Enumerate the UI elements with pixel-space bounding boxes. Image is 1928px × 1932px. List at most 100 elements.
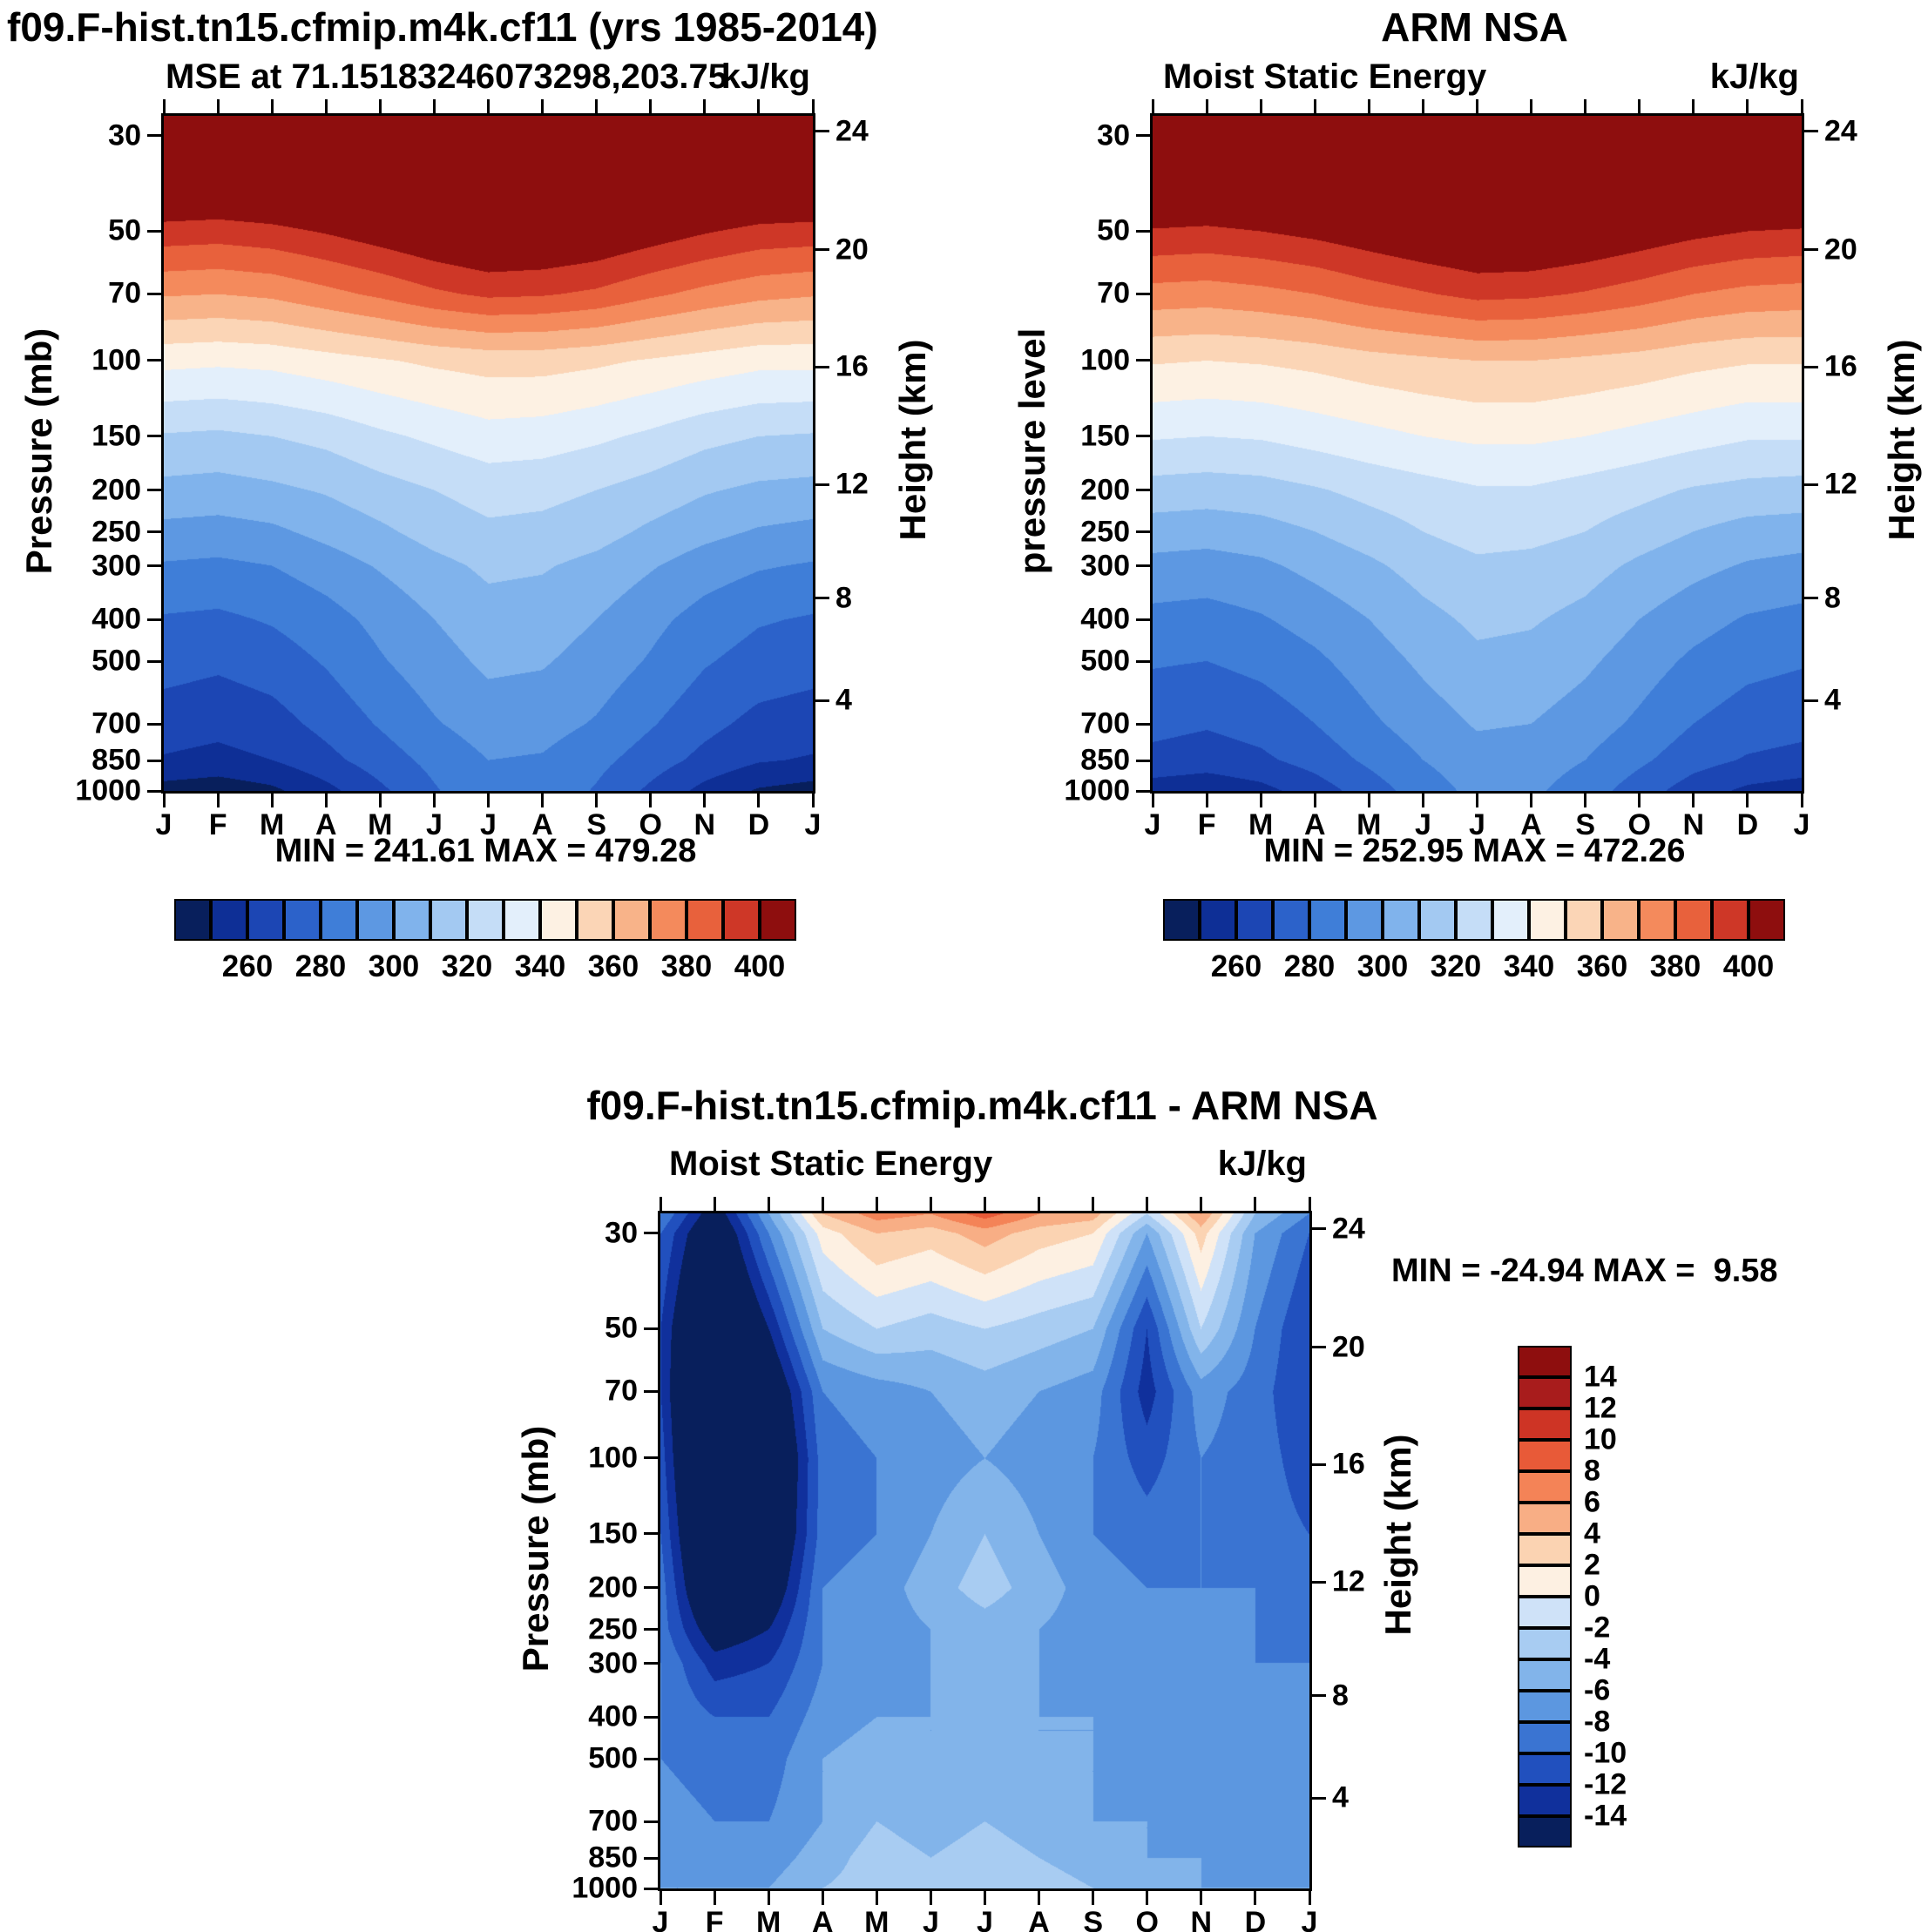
colorbar-box (1518, 1503, 1572, 1534)
colorbar-box (1518, 1471, 1572, 1503)
month-tick-top (1584, 99, 1587, 113)
month-label: A (1303, 808, 1326, 841)
colorbar-box (1419, 899, 1456, 941)
month-label: A (315, 808, 337, 841)
pressure-tick-label: 300 (91, 549, 141, 583)
pressure-tick (644, 1662, 658, 1665)
pressure-tick (1136, 618, 1150, 621)
pressure-tick (644, 1327, 658, 1330)
month-label: S (1575, 808, 1595, 841)
height-tick (815, 597, 829, 600)
month-label: J (480, 808, 497, 841)
pressure-tick (147, 759, 161, 762)
obs-units-label: kJ/kg (1709, 57, 1799, 96)
colorbar-box (321, 899, 357, 941)
month-tick-top (757, 99, 761, 113)
month-tick-top (1476, 99, 1478, 113)
month-tick-bottom (659, 1891, 662, 1905)
month-tick-top (703, 99, 707, 113)
month-tick-top (1530, 99, 1533, 113)
pressure-tick-label: 70 (605, 1374, 638, 1408)
colorbar-label: 300 (368, 949, 420, 983)
height-tick-label: 20 (1332, 1330, 1365, 1364)
colorbar-box (1602, 899, 1639, 941)
pressure-tick (147, 618, 161, 621)
month-tick-bottom (1313, 794, 1316, 807)
month-label: J (425, 808, 443, 841)
month-label: F (208, 808, 227, 841)
pressure-tick-label: 200 (91, 473, 141, 507)
obs-contour-canvas (1153, 116, 1802, 791)
diff-colorbar: 14 12 10 8 6 4 2 0 -2 -4 -6 -8 -10 -12 -14 (1518, 1346, 1627, 1848)
pressure-tick (147, 435, 161, 438)
colorbar-box (1518, 1440, 1572, 1471)
colorbar-label: 300 (1356, 949, 1409, 983)
month-label: N (1682, 808, 1705, 841)
month-label: M (755, 1906, 781, 1932)
pressure-tick-label: 100 (1080, 343, 1130, 377)
pressure-tick-label: 200 (588, 1571, 638, 1604)
month-tick-top (649, 99, 653, 113)
month-tick-bottom (1692, 794, 1695, 807)
height-tick (815, 483, 829, 486)
month-label: J (1793, 808, 1810, 841)
pressure-tick-label: 700 (91, 706, 141, 740)
pressure-tick-label: 1000 (75, 773, 141, 807)
month-tick-bottom (1254, 1891, 1257, 1905)
month-tick-bottom (1151, 794, 1154, 807)
pressure-tick (1136, 659, 1150, 663)
height-tick (1804, 597, 1818, 600)
height-tick (1804, 248, 1818, 252)
month-tick-top (1746, 99, 1749, 113)
colorbar-label: -8 (1584, 1705, 1611, 1739)
colorbar-box (540, 899, 577, 941)
colorbar-label: 340 (514, 949, 566, 983)
colorbar-label: 14 (1584, 1360, 1617, 1394)
month-tick-top (1259, 99, 1262, 113)
pressure-tick (644, 1586, 658, 1590)
colorbar-box (174, 899, 211, 941)
pressure-tick-label: 850 (1080, 743, 1130, 777)
colorbar-box (1309, 899, 1346, 941)
obs-pressure-axis-label: pressure level (1011, 328, 1052, 575)
month-tick-bottom (649, 794, 653, 807)
colorbar-box (284, 899, 321, 941)
obs-panel-title: ARM NSA (1381, 4, 1568, 50)
month-tick-bottom (1421, 794, 1424, 807)
colorbar-box (1163, 899, 1200, 941)
pressure-tick (644, 1232, 658, 1235)
pressure-tick (644, 1887, 658, 1890)
colorbar-box (1566, 899, 1602, 941)
month-tick-top (270, 99, 274, 113)
height-tick-label: 12 (835, 467, 869, 501)
month-label: D (1736, 808, 1759, 841)
month-label: M (1356, 808, 1382, 841)
pressure-tick (147, 564, 161, 568)
month-tick-top (1092, 1197, 1095, 1211)
pressure-tick (644, 1389, 658, 1393)
pressure-tick (644, 1456, 658, 1460)
month-tick-top (1800, 99, 1803, 113)
height-tick-label: 12 (1332, 1564, 1365, 1598)
pressure-tick-label: 400 (91, 602, 141, 636)
model-minmax-text: MIN = 241.61 MAX = 479.28 (274, 833, 697, 869)
pressure-tick (1136, 722, 1150, 726)
pressure-tick (1136, 435, 1150, 438)
colorbar-box (467, 899, 504, 941)
colorbar-box (1675, 899, 1712, 941)
month-tick-top (162, 99, 166, 113)
pressure-tick (1136, 134, 1150, 138)
pressure-tick (147, 722, 161, 726)
month-label: D (748, 808, 770, 841)
month-label: A (1520, 808, 1542, 841)
height-tick-label: 16 (835, 349, 869, 383)
height-tick (815, 365, 829, 368)
month-tick-top (659, 1197, 662, 1211)
colorbar-label: 320 (441, 949, 493, 983)
height-tick (1312, 1463, 1326, 1466)
colorbar-label: 4 (1584, 1517, 1600, 1550)
month-tick-top (1205, 99, 1208, 113)
height-tick-label: 8 (835, 581, 852, 615)
colorbar-box (1273, 899, 1309, 941)
colorbar-label: 260 (1210, 949, 1262, 983)
